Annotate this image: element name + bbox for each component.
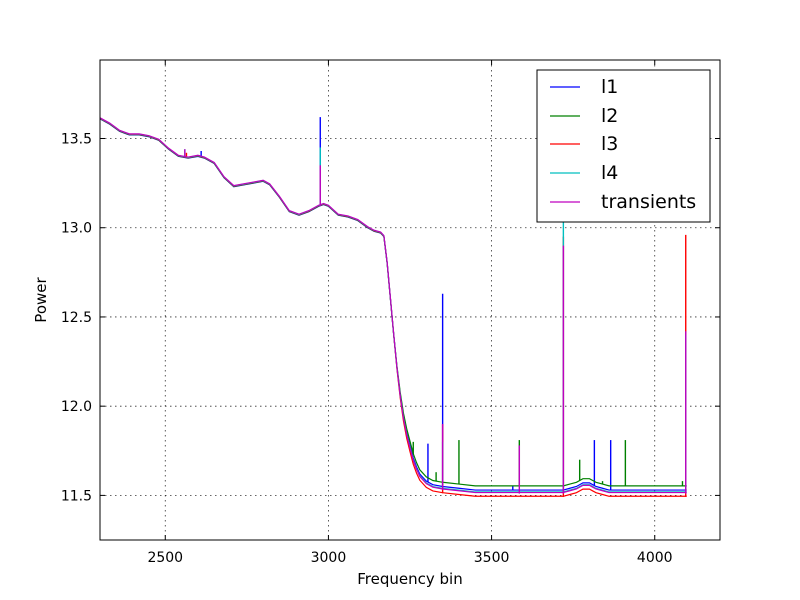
plot-frame <box>99 59 721 541</box>
legend-label-l4: l4 <box>601 162 618 184</box>
plot-series <box>99 117 687 497</box>
y-tick-label: 12.5 <box>61 310 92 326</box>
x-tick-label: 4000 <box>637 550 673 566</box>
legend: l1 l2 l3 l4 transients <box>536 69 711 223</box>
axis-ticks: 2500 3000 3500 4000 11.5 12.0 12.5 13.0 13.5 <box>61 60 720 566</box>
y-tick-label: 11.5 <box>61 488 92 504</box>
y-tick-label: 12.0 <box>61 399 92 415</box>
y-tick-label: 13.0 <box>61 221 92 237</box>
legend-label-transients: transients <box>601 191 696 213</box>
legend-label-l2: l2 <box>601 105 618 127</box>
x-axis-label: Frequency bin <box>357 570 462 588</box>
series-line-transients <box>99 117 687 494</box>
x-tick-label: 2500 <box>147 550 183 566</box>
x-tick-label: 3500 <box>474 550 510 566</box>
legend-box <box>536 69 711 223</box>
x-tick-label: 3000 <box>311 550 347 566</box>
legend-label-l3: l3 <box>601 133 618 155</box>
grid-lines <box>100 60 720 540</box>
legend-label-l1: l1 <box>601 76 618 98</box>
y-tick-label: 13.5 <box>61 132 92 148</box>
y-axis-label: Power <box>32 276 50 322</box>
